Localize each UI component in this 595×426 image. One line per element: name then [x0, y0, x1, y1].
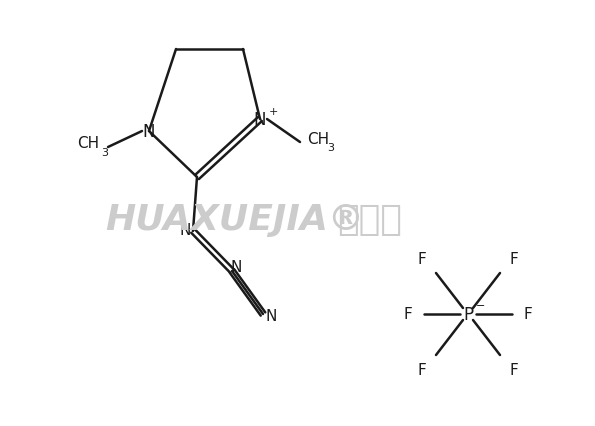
Text: N: N: [253, 111, 266, 129]
Text: +: +: [269, 107, 278, 117]
Text: HUAXUEJIA®: HUAXUEJIA®: [105, 202, 365, 236]
Text: N: N: [143, 123, 155, 141]
Text: F: F: [510, 363, 518, 377]
Text: −: −: [476, 300, 486, 310]
Text: F: F: [403, 307, 412, 322]
Text: CH: CH: [77, 136, 99, 151]
Text: F: F: [524, 307, 533, 322]
Text: F: F: [418, 363, 427, 377]
Text: F: F: [510, 251, 518, 266]
Text: N: N: [179, 223, 190, 238]
Text: 3: 3: [101, 148, 108, 158]
Text: N: N: [265, 309, 277, 324]
Text: 化学加: 化学加: [337, 202, 402, 236]
Text: 3: 3: [327, 143, 334, 153]
Text: N: N: [230, 260, 242, 275]
Text: F: F: [418, 251, 427, 266]
Text: CH: CH: [307, 131, 329, 146]
Text: P: P: [463, 305, 473, 323]
